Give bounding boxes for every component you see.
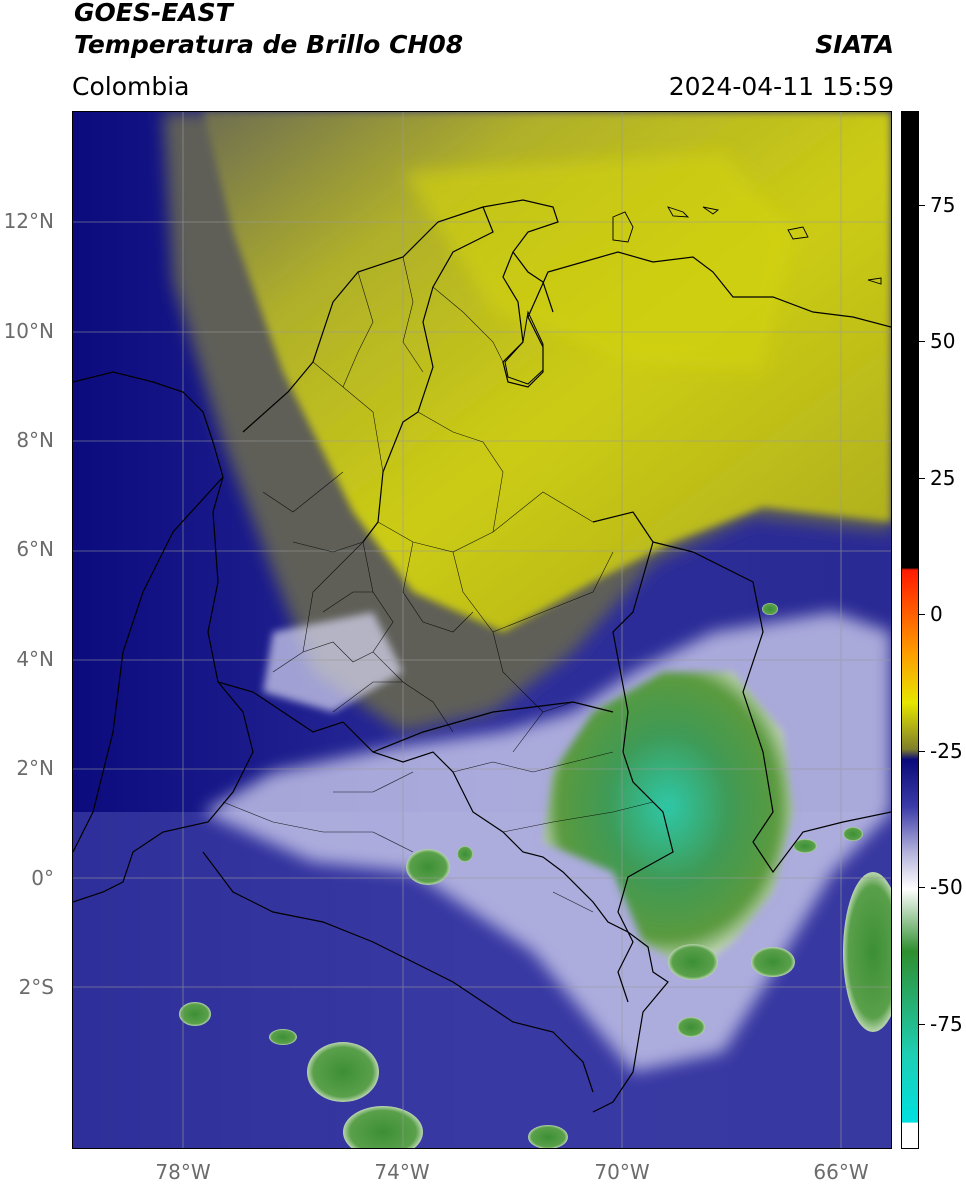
department-borders: [222, 256, 654, 913]
dry-air-core: [403, 152, 793, 372]
region-subtitle: Colombia: [72, 72, 190, 101]
colorbar-tick: [919, 205, 925, 206]
colorbar-tick-label: 0: [930, 602, 943, 626]
lat-tick-label: 6°N: [16, 537, 54, 561]
lat-tick-label: 2°S: [18, 975, 54, 999]
colorbar-tick-label: 25: [930, 466, 956, 490]
convective-cell: [179, 1002, 211, 1026]
colorbar-tick: [919, 478, 925, 479]
colorbar-tick-label: 75: [930, 193, 956, 217]
colorbar-tick-label: 50: [930, 329, 956, 353]
convective-cell: [677, 1017, 705, 1037]
timestamp-label: 2024-04-11 15:59: [668, 72, 894, 101]
colorbar-tick: [919, 1024, 925, 1025]
lat-tick-label: 10°N: [3, 319, 54, 343]
brand-label: SIATA: [815, 30, 894, 59]
convective-cell: [843, 827, 863, 841]
lon-tick-label: 66°W: [813, 1160, 869, 1184]
cloud-patch-west: [263, 612, 403, 712]
colorbar: [901, 111, 919, 1149]
map-title-line1: GOES-EAST: [74, 0, 233, 27]
convective-cell: [406, 849, 450, 885]
colorbar-tick-label: -75: [930, 1012, 963, 1036]
deep-convection-main: [543, 672, 793, 972]
colorbar-tick-label: -50: [930, 875, 963, 899]
satellite-map-svg: [73, 112, 891, 1148]
convective-cell: [528, 1125, 568, 1148]
lat-tick-label: 2°N: [16, 756, 54, 780]
graticule: [73, 112, 891, 1148]
colorbar-tick: [919, 751, 925, 752]
lat-tick-label: 8°N: [16, 428, 54, 452]
convective-cell: [668, 944, 718, 980]
satellite-map: [72, 111, 892, 1149]
convective-cell: [457, 846, 473, 862]
colorbar-tick: [919, 341, 925, 342]
lat-tick-label: 4°N: [16, 647, 54, 671]
lat-tick-label: 12°N: [3, 209, 54, 233]
convective-cell: [762, 603, 778, 615]
lon-tick-label: 70°W: [594, 1160, 650, 1184]
lat-tick-label: 0°: [31, 866, 54, 890]
colorbar-tick-label: -25: [930, 739, 963, 763]
country-borders: [73, 199, 891, 1113]
caribbean-islands: [612, 206, 882, 285]
lon-tick-label: 78°W: [155, 1160, 211, 1184]
colorbar-tick: [919, 887, 925, 888]
lon-tick-label: 74°W: [374, 1160, 430, 1184]
map-title-line2: Temperatura de Brillo CH08: [74, 30, 464, 59]
lake-maracaibo: [504, 310, 544, 385]
convective-cell: [793, 839, 817, 853]
convective-cell: [307, 1042, 379, 1102]
convective-cell: [843, 872, 891, 1032]
convective-cell: [751, 947, 795, 977]
colorbar-tick: [919, 614, 925, 615]
convective-cell: [269, 1029, 297, 1045]
